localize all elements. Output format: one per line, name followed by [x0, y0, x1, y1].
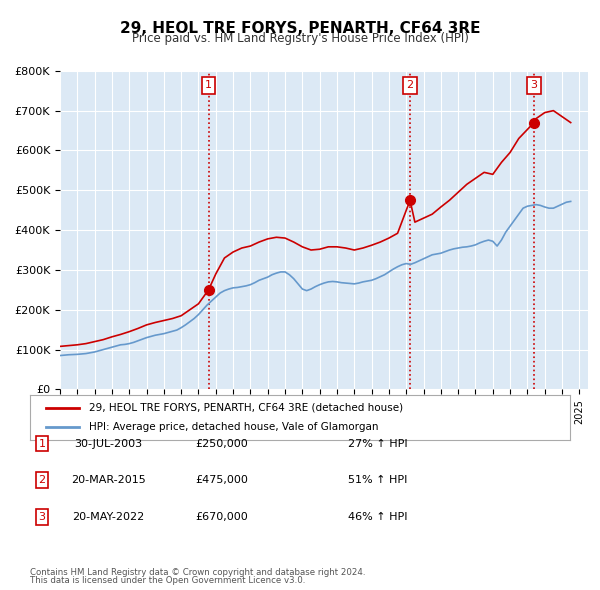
- Text: 46% ↑ HPI: 46% ↑ HPI: [348, 512, 407, 522]
- Text: HPI: Average price, detached house, Vale of Glamorgan: HPI: Average price, detached house, Vale…: [89, 422, 379, 432]
- Text: 51% ↑ HPI: 51% ↑ HPI: [348, 476, 407, 485]
- Text: 29, HEOL TRE FORYS, PENARTH, CF64 3RE (detached house): 29, HEOL TRE FORYS, PENARTH, CF64 3RE (d…: [89, 403, 404, 412]
- Text: 20-MAR-2015: 20-MAR-2015: [71, 476, 145, 485]
- Text: Contains HM Land Registry data © Crown copyright and database right 2024.: Contains HM Land Registry data © Crown c…: [30, 568, 365, 577]
- Text: 1: 1: [38, 439, 46, 448]
- Text: 27% ↑ HPI: 27% ↑ HPI: [348, 439, 407, 448]
- Text: 20-MAY-2022: 20-MAY-2022: [72, 512, 144, 522]
- Text: 2: 2: [406, 80, 413, 90]
- Text: 30-JUL-2003: 30-JUL-2003: [74, 439, 142, 448]
- Text: This data is licensed under the Open Government Licence v3.0.: This data is licensed under the Open Gov…: [30, 576, 305, 585]
- Text: 1: 1: [205, 80, 212, 90]
- Text: 2: 2: [38, 476, 46, 485]
- Text: 29, HEOL TRE FORYS, PENARTH, CF64 3RE: 29, HEOL TRE FORYS, PENARTH, CF64 3RE: [120, 21, 480, 35]
- Text: 3: 3: [38, 512, 46, 522]
- Text: 3: 3: [530, 80, 538, 90]
- Text: Price paid vs. HM Land Registry's House Price Index (HPI): Price paid vs. HM Land Registry's House …: [131, 32, 469, 45]
- Text: £670,000: £670,000: [196, 512, 248, 522]
- Text: £250,000: £250,000: [196, 439, 248, 448]
- Text: £475,000: £475,000: [196, 476, 248, 485]
